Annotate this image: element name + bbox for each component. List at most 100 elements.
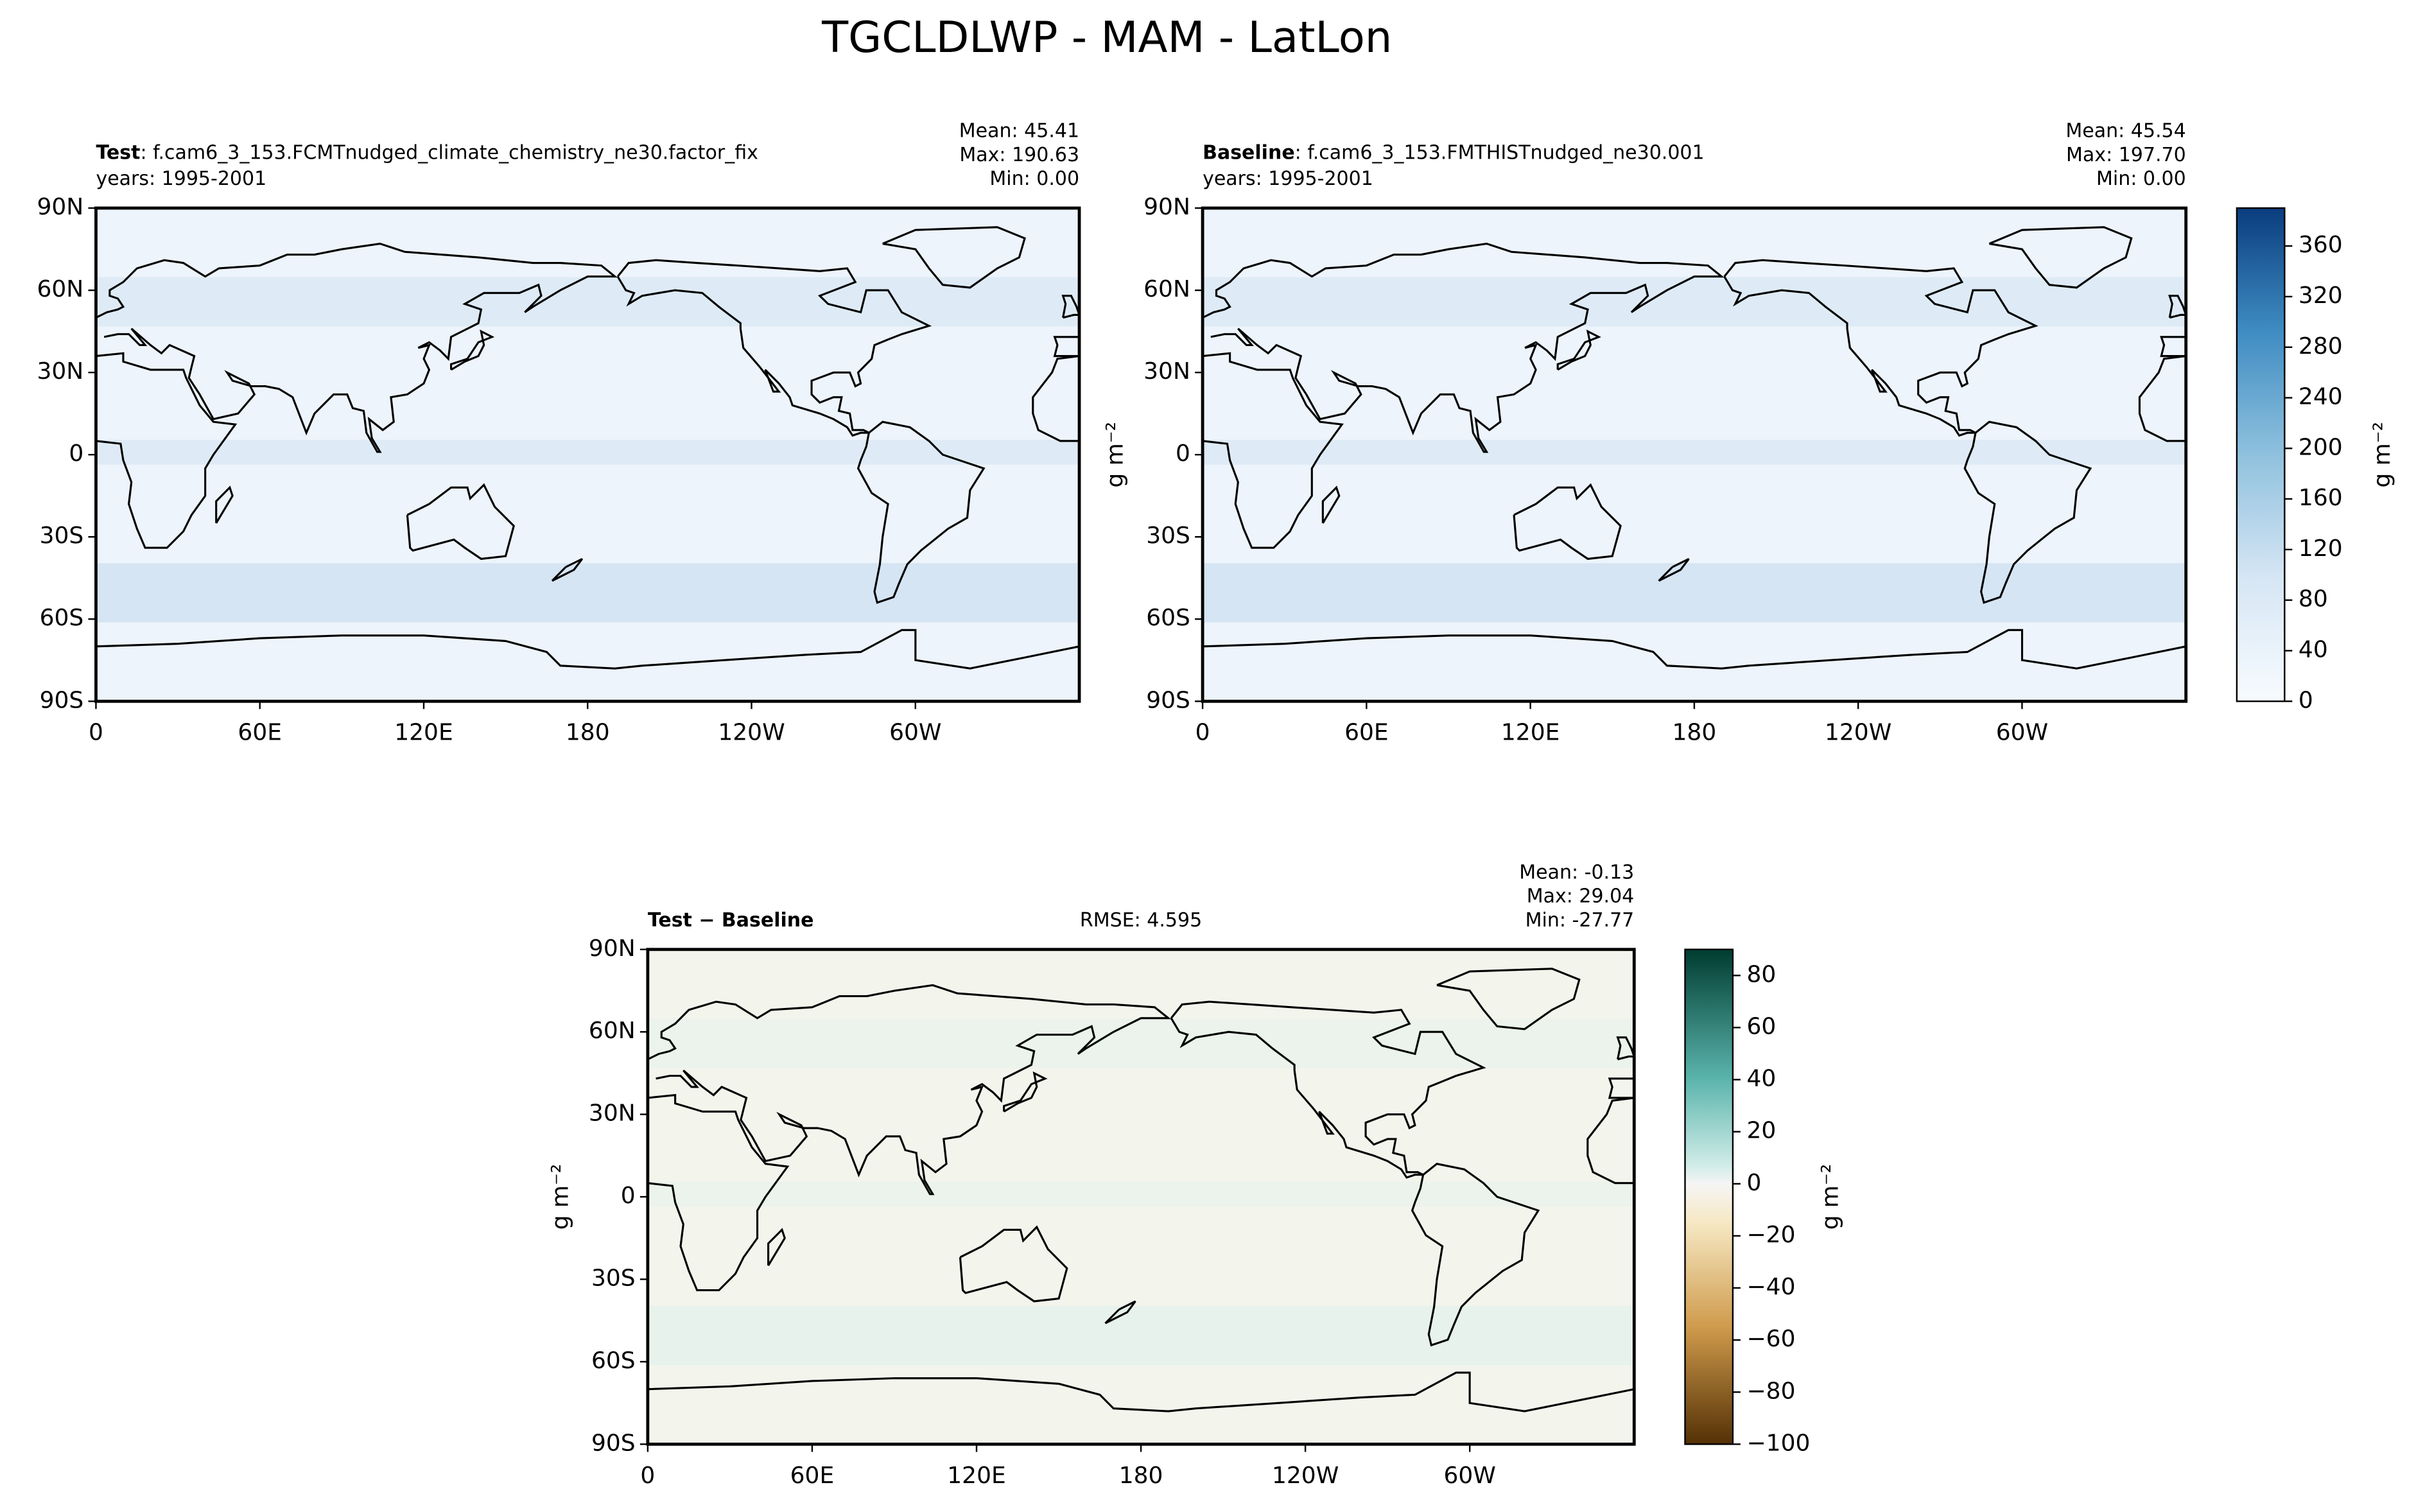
y-tick-label: 30N bbox=[37, 358, 84, 385]
colorbar-tick-label: −100 bbox=[1747, 1430, 1811, 1456]
colorbar-tick-label: 0 bbox=[1747, 1170, 1762, 1196]
panel-label-name: Test bbox=[96, 141, 140, 164]
colorbar-tick-label: 60 bbox=[1747, 1013, 1777, 1039]
x-tick-label: 180 bbox=[1119, 1463, 1163, 1489]
y-tick-label: 30S bbox=[1146, 523, 1190, 549]
x-tick-label: 60W bbox=[1996, 720, 2048, 746]
coastline bbox=[1170, 1000, 1486, 1179]
panel-label-name: Test − Baseline bbox=[648, 909, 814, 932]
colorbar-tick-label: 240 bbox=[2299, 384, 2343, 410]
x-tick-label: 120W bbox=[1272, 1463, 1339, 1489]
colorbar-tick-label: 320 bbox=[2299, 282, 2343, 309]
x-tick-label: 120E bbox=[394, 720, 453, 746]
field-band bbox=[1203, 440, 2186, 465]
coastline bbox=[1321, 485, 1341, 524]
case-name: : f.cam6_3_153.FCMTnudged_climate_chemis… bbox=[140, 141, 758, 164]
coastline bbox=[856, 421, 986, 604]
stat: Mean: -0.13 bbox=[1519, 861, 1634, 883]
y-tick-label: 30N bbox=[1143, 358, 1190, 385]
coastline bbox=[647, 1093, 790, 1292]
rmse: RMSE: 4.595 bbox=[1080, 909, 1202, 932]
y-tick-label: 60N bbox=[589, 1018, 636, 1044]
years: years: 1995-2001 bbox=[96, 168, 266, 190]
coastline bbox=[1203, 352, 1344, 549]
x-tick-label: 120E bbox=[1501, 720, 1560, 746]
y-axis-label: g m⁻² bbox=[547, 1164, 573, 1230]
coastline bbox=[406, 483, 516, 560]
colorbar-tick-label: 200 bbox=[2299, 434, 2343, 460]
colorbar bbox=[2236, 207, 2286, 702]
stat: Min: 0.00 bbox=[2096, 168, 2186, 190]
colorbar-tick-label: 360 bbox=[2299, 232, 2343, 258]
y-tick-label: 0 bbox=[1176, 440, 1190, 467]
coastline bbox=[1061, 295, 1080, 319]
coastline bbox=[616, 259, 932, 437]
colorbar-tick-label: 40 bbox=[1747, 1066, 1777, 1092]
coastline bbox=[1032, 354, 1080, 442]
panel-label: Baseline: f.cam6_3_153.FMTHISTnudged_ne3… bbox=[1203, 141, 1705, 164]
y-tick-label: 0 bbox=[69, 440, 83, 467]
coastline bbox=[1436, 968, 1581, 1030]
x-tick-label: 60W bbox=[1444, 1463, 1496, 1489]
coastline bbox=[551, 558, 584, 582]
coastline bbox=[449, 329, 495, 371]
figure-title: TGCLDLWP - MAM - LatLon bbox=[821, 12, 1392, 62]
y-tick-label: 90N bbox=[589, 935, 636, 962]
colorbar-tick-label: 280 bbox=[2299, 333, 2343, 360]
colorbar-tick-label: 160 bbox=[2299, 485, 2343, 511]
y-tick-label: 60S bbox=[1146, 605, 1190, 631]
colorbar-label: g m⁻² bbox=[1818, 1164, 1844, 1230]
colorbar-tick-label: −80 bbox=[1747, 1378, 1796, 1404]
colorbar bbox=[1684, 948, 1734, 1445]
colorbar-label: g m⁻² bbox=[2369, 422, 2395, 488]
map-area bbox=[1203, 208, 2186, 702]
x-tick-label: 180 bbox=[566, 720, 610, 746]
colorbar-tick-label: 80 bbox=[2299, 586, 2328, 613]
y-tick-label: 30S bbox=[591, 1265, 636, 1292]
colorbar-tick-label: −40 bbox=[1747, 1274, 1796, 1300]
y-tick-label: 60S bbox=[591, 1348, 636, 1374]
y-axis-label: g m⁻² bbox=[1102, 422, 1129, 488]
y-tick-label: 90S bbox=[1146, 687, 1190, 713]
coastline bbox=[882, 226, 1026, 289]
y-tick-label: 90N bbox=[1143, 194, 1190, 220]
coastline bbox=[2168, 295, 2186, 319]
coastline bbox=[1556, 329, 1601, 371]
field-band bbox=[96, 440, 1080, 465]
field-band bbox=[647, 1305, 1635, 1366]
x-tick-label: 120W bbox=[718, 720, 785, 746]
y-tick-label: 0 bbox=[621, 1183, 636, 1209]
x-tick-label: 120E bbox=[947, 1463, 1005, 1489]
colorbar-tick-label: 120 bbox=[2299, 535, 2343, 562]
coastline bbox=[959, 1225, 1068, 1303]
coastline bbox=[1658, 558, 1690, 582]
coastline bbox=[1963, 421, 2092, 604]
coastline bbox=[1003, 1071, 1048, 1113]
colorbar-tick-label: 40 bbox=[2299, 636, 2328, 663]
case-name: : f.cam6_3_153.FMTHISTnudged_ne30.001 bbox=[1295, 141, 1705, 164]
colorbar-tick-label: 80 bbox=[1747, 961, 1777, 987]
coastline bbox=[1203, 242, 1725, 453]
panel-label-name: Baseline bbox=[1203, 141, 1295, 164]
y-tick-label: 60N bbox=[37, 276, 84, 302]
field-band bbox=[1203, 563, 2186, 623]
coastline bbox=[1411, 1163, 1540, 1347]
x-tick-label: 0 bbox=[89, 720, 103, 746]
coastline bbox=[215, 485, 234, 524]
x-tick-label: 180 bbox=[1673, 720, 1717, 746]
map-area bbox=[96, 208, 1080, 702]
y-tick-label: 60S bbox=[40, 605, 84, 631]
y-tick-label: 60N bbox=[1143, 276, 1190, 302]
stat: Max: 190.63 bbox=[959, 144, 1079, 166]
x-tick-label: 0 bbox=[1195, 720, 1210, 746]
field-band bbox=[1203, 277, 2186, 327]
coastline bbox=[1988, 226, 2133, 289]
colorbar-tick-label: −20 bbox=[1747, 1222, 1796, 1248]
coastline bbox=[1203, 629, 2186, 670]
y-tick-label: 90S bbox=[591, 1430, 636, 1456]
coastline bbox=[1723, 259, 2038, 437]
colorbar-tick-label: 20 bbox=[1747, 1118, 1777, 1144]
stat: Max: 29.04 bbox=[1527, 885, 1635, 908]
